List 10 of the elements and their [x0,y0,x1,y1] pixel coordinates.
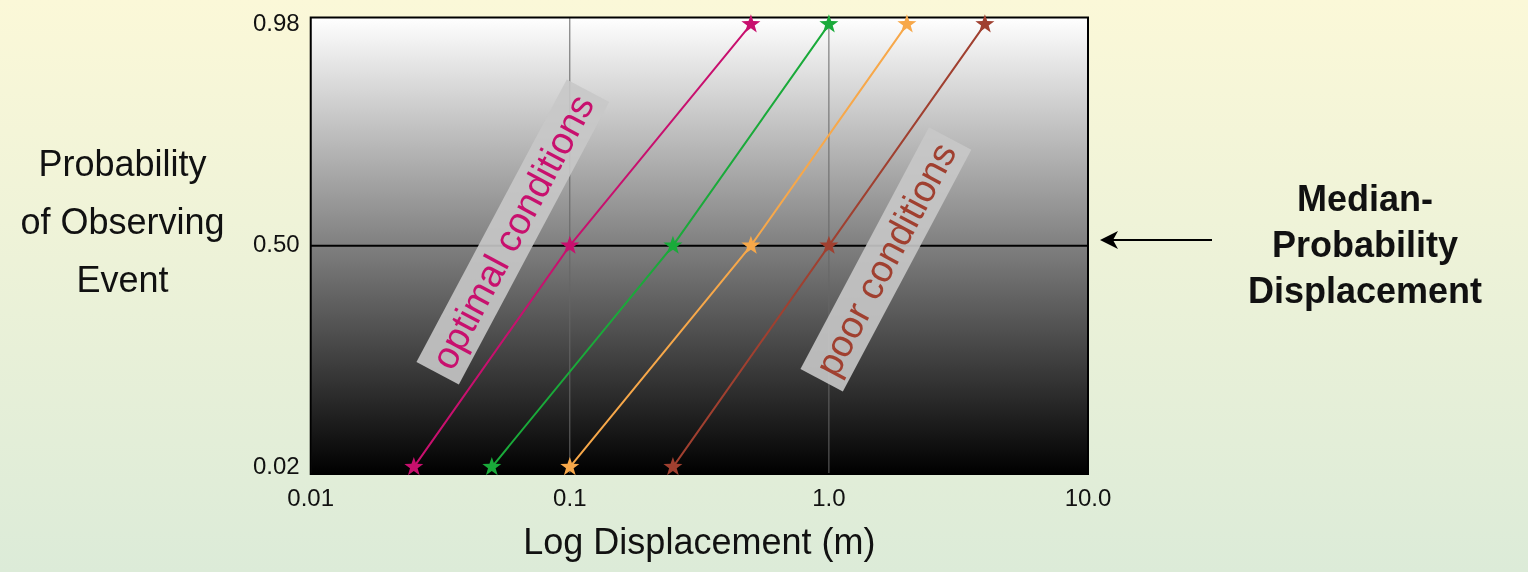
y-tick-label: 0.98 [252,8,300,36]
y-axis-title: Probability of Observing Event [20,142,225,302]
ref-line-label: Median-Probability Displacement [1246,177,1484,313]
x-tick-label: 1.0 [812,484,846,512]
x-tick-label: 0.01 [287,484,335,512]
x-tick-label: 10.0 [1064,484,1112,512]
x-tick-label: 0.1 [553,484,587,512]
y-tick-label: 0.02 [252,451,300,479]
x-axis-title: Log Displacement (m) [523,521,876,563]
y-tick-label: 0.50 [252,230,300,258]
